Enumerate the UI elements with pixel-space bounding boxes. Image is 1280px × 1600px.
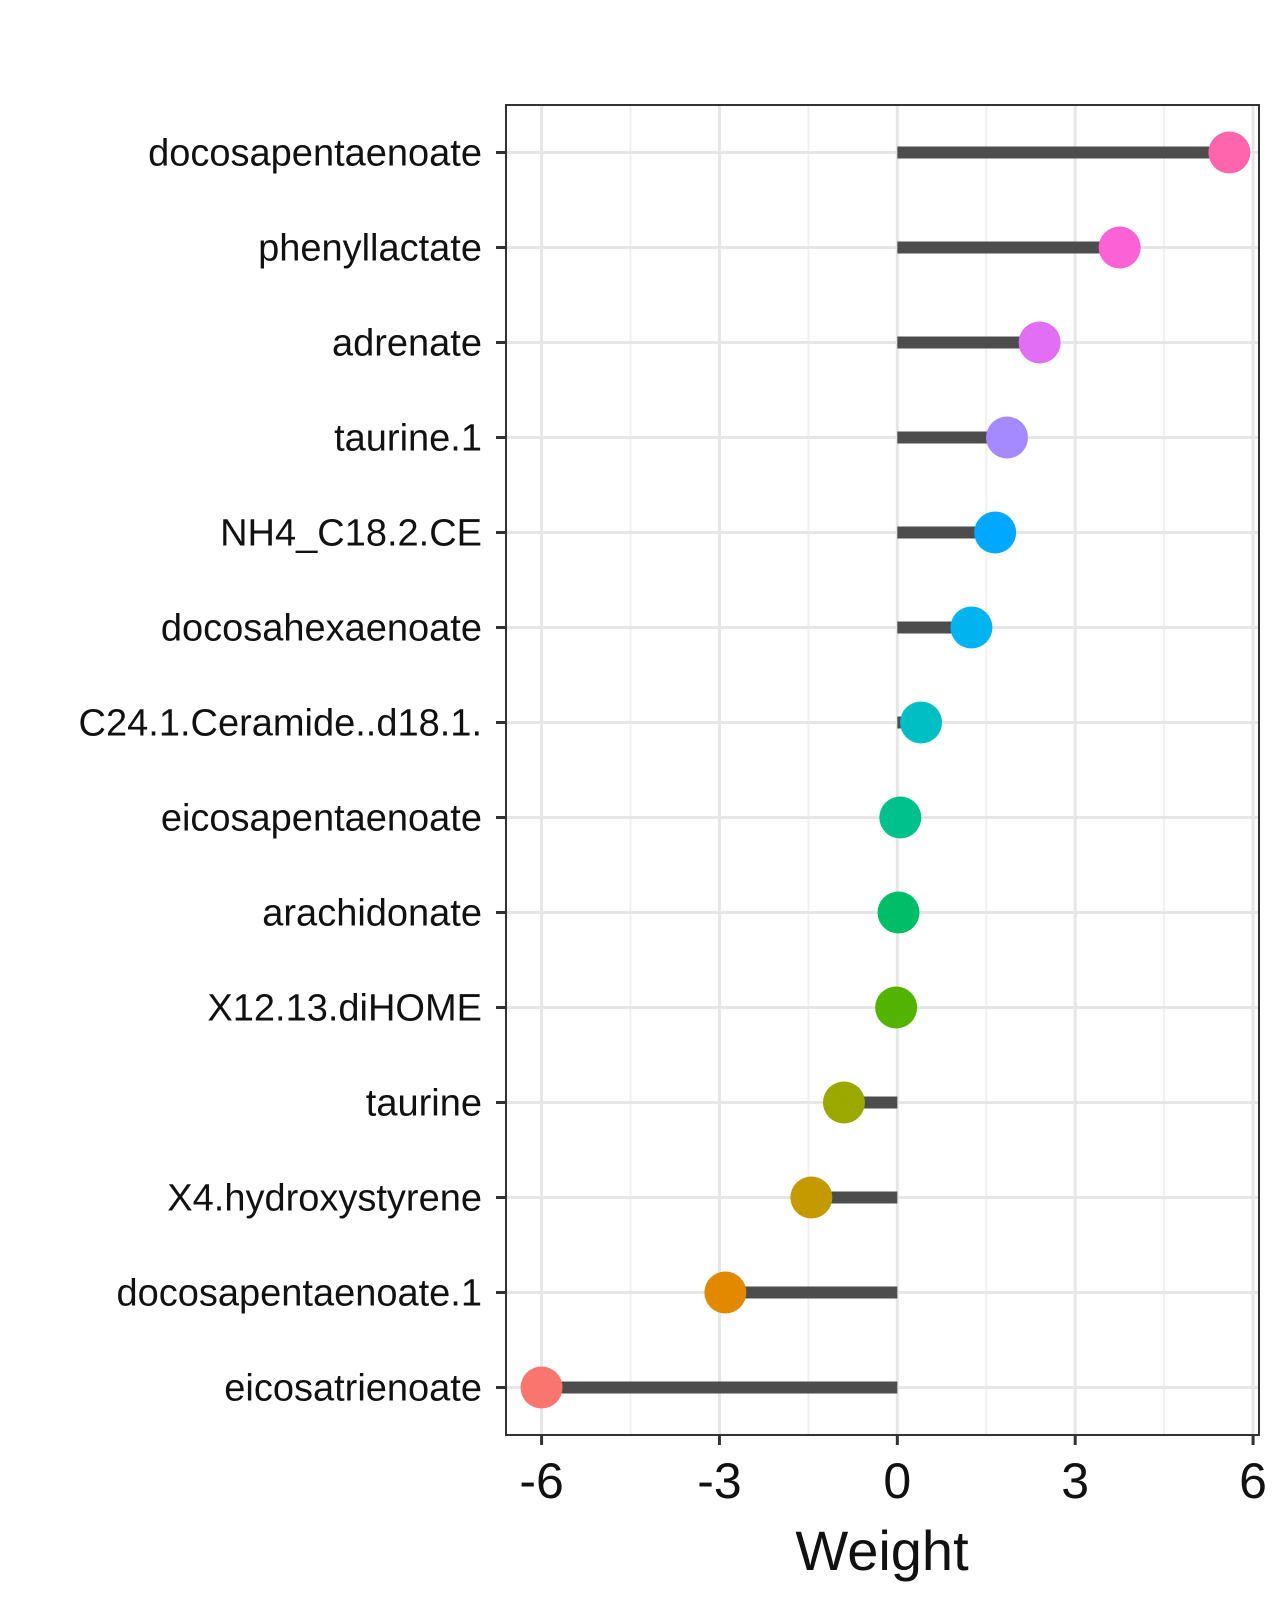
y-tick-label: eicosatrienoate [224, 1368, 482, 1410]
y-tick-label: X4.hydroxystyrene [167, 1178, 482, 1220]
lollipop-point [1018, 321, 1061, 364]
lollipop-point [900, 701, 943, 744]
lollipop-point [879, 796, 922, 839]
x-axis-labels: -6 -3 0 3 6 [519, 1453, 1267, 1509]
y-tick-label: docosapentaenoate.1 [116, 1273, 482, 1315]
lollipop-point [704, 1271, 747, 1314]
lollipop-point [875, 986, 918, 1029]
lollipop-point [877, 891, 920, 934]
lollipop-point [1098, 226, 1141, 269]
x-axis-title: Weight [795, 1519, 969, 1582]
lollipop-point [950, 606, 993, 649]
plot-border [505, 104, 1260, 1436]
lollipop-point [974, 511, 1017, 554]
x-axis-ticks [540, 1435, 1255, 1445]
x-tick-label: 0 [883, 1453, 911, 1509]
y-tick-label: taurine.1 [334, 418, 482, 460]
lollipop-point [822, 1081, 865, 1124]
x-tick-label: 6 [1239, 1453, 1267, 1509]
y-tick-label: arachidonate [262, 893, 482, 935]
x-tick-label: 3 [1061, 1453, 1089, 1509]
y-tick-label: taurine [366, 1083, 482, 1125]
y-tick-label: adrenate [332, 323, 482, 365]
y-tick-label: NH4_C18.2.CE [220, 513, 482, 555]
y-tick-label: C24.1.Ceramide..d18.1. [79, 703, 482, 745]
y-tick-label: docosahexaenoate [161, 608, 482, 650]
y-tick-label: X12.13.diHOME [207, 988, 482, 1030]
y-tick-label: docosapentaenoate [148, 133, 482, 175]
lollipop-point [520, 1366, 563, 1409]
y-tick-label: eicosapentaenoate [161, 798, 482, 840]
lollipop-point [986, 416, 1029, 459]
y-axis-ticks [496, 151, 506, 1389]
lollipop-point [1208, 131, 1251, 174]
plot-panel [506, 105, 1259, 1435]
lollipop-points [520, 131, 1251, 1409]
lollipop-point [790, 1176, 833, 1219]
y-axis-labels: docosapentaenoate phenyllactate adrenate ta… [79, 133, 482, 1410]
x-tick-label: -3 [697, 1453, 741, 1509]
x-tick-label: -6 [519, 1453, 563, 1509]
y-tick-label: phenyllactate [258, 228, 482, 270]
